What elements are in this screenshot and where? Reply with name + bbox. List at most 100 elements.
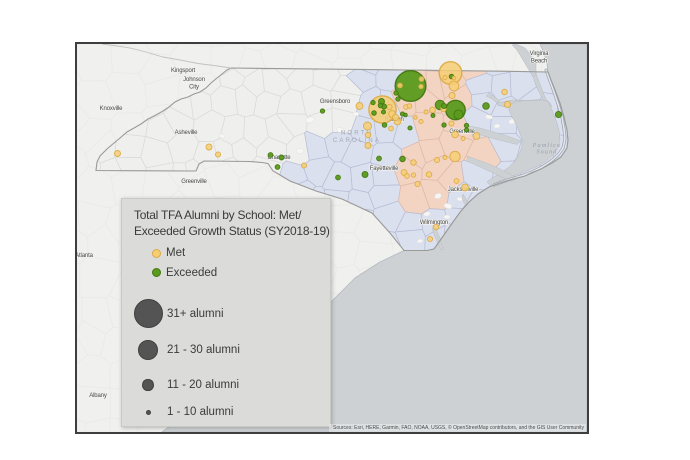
- school-circle-met: [404, 173, 410, 179]
- school-circle-exceeded: [274, 164, 281, 170]
- map-label: Beach: [531, 59, 547, 65]
- map-label: Sound: [537, 150, 558, 156]
- legend-size-11-20: 11 - 20 alumni: [122, 369, 330, 401]
- school-circle-met: [503, 100, 512, 109]
- school-circle-met: [410, 172, 417, 178]
- school-circle-exceeded: [381, 122, 388, 128]
- met-swatch-icon: [151, 248, 161, 258]
- legend-size-21-30: 21 - 30 alumni: [122, 334, 330, 366]
- school-circle-met: [448, 120, 455, 127]
- school-circle-met: [364, 131, 372, 139]
- school-circle-met: [425, 171, 433, 178]
- school-circle-met: [426, 235, 434, 243]
- school-circle-met: [355, 102, 364, 110]
- school-circle-exceeded: [441, 122, 447, 128]
- school-circle-exceeded: [335, 174, 341, 181]
- legend-size-1-10-label: 1 - 10 alumni: [167, 406, 234, 418]
- school-circles: [114, 61, 563, 243]
- school-circle-exceeded: [267, 152, 274, 158]
- legend-size-31plus-label: 31+ alumni: [167, 307, 224, 320]
- school-circle-met: [451, 130, 459, 139]
- school-circle-exceeded: [377, 102, 384, 109]
- school-circle-met: [414, 180, 421, 188]
- map-label: Greenville: [181, 179, 207, 185]
- legend-size-21-30-label: 21 - 30 alumni: [167, 344, 240, 356]
- school-circle-met: [460, 136, 466, 141]
- map-label: Asheville: [175, 130, 198, 136]
- school-circle-met: [406, 103, 413, 109]
- school-circle-met: [451, 75, 457, 81]
- school-circle-exceeded: [482, 102, 490, 110]
- school-circle-exceeded: [278, 154, 285, 161]
- map-label: Johnson: [183, 77, 205, 83]
- school-circle-met: [413, 115, 418, 120]
- school-circle-met: [448, 80, 460, 92]
- school-circle-exceeded: [371, 110, 377, 116]
- school-circle-exceeded: [403, 112, 408, 118]
- school-circle-exceeded: [395, 96, 401, 102]
- school-circle-met: [114, 150, 121, 157]
- school-circle-exceeded: [370, 99, 376, 106]
- school-circle-met: [388, 125, 394, 132]
- map-label: NORTH: [341, 131, 373, 137]
- school-circle-exceeded: [393, 90, 399, 96]
- school-circle-met: [300, 162, 308, 169]
- school-circle-met: [364, 142, 372, 149]
- school-circle-exceeded: [407, 125, 413, 131]
- map-label: CAROLINA: [333, 138, 381, 144]
- school-circle-exceeded: [399, 155, 406, 163]
- school-circle-met: [363, 121, 372, 131]
- school-circle-exceeded: [361, 171, 369, 178]
- size-1-10-circle-icon: [145, 409, 151, 415]
- map-label: Knoxville: [100, 106, 123, 112]
- legend-size-11-20-label: 11 - 20 alumni: [167, 379, 240, 392]
- map-label: Wilmington: [420, 220, 448, 226]
- map-label: Albany: [89, 393, 107, 399]
- legend-size-31plus: 31+ alumni: [122, 298, 330, 330]
- school-circle-met: [429, 106, 436, 114]
- school-circle-met: [397, 82, 403, 89]
- school-circle-met: [418, 76, 425, 82]
- legend-item-exceeded-label: Exceeded: [166, 266, 218, 279]
- map-label: Virginia: [530, 51, 550, 57]
- exceeded-swatch-icon: [151, 268, 161, 277]
- map-label: Greenville: [449, 129, 475, 135]
- school-circle-met: [391, 113, 400, 122]
- legend-item-exceeded: Exceeded: [122, 265, 330, 281]
- school-circle-met: [453, 178, 460, 184]
- map-legend: Total TFA Alumni by School: Met/​Exceede…: [121, 198, 331, 427]
- school-circle-met: [461, 183, 469, 192]
- school-circle-exceeded: [376, 155, 382, 162]
- school-circle-exceeded: [440, 102, 448, 110]
- school-circle-met: [423, 109, 429, 115]
- size-31plus-circle-icon: [133, 299, 163, 329]
- school-circle-met: [442, 155, 448, 160]
- school-circle-met: [410, 159, 417, 166]
- school-circle-exceeded: [463, 122, 470, 129]
- school-circle-exceeded: [319, 108, 326, 114]
- school-circle-exceeded: [430, 113, 436, 118]
- size-21-30-circle-icon: [138, 340, 158, 360]
- map-label: City: [189, 85, 199, 91]
- legend-item-met-label: Met: [166, 247, 186, 259]
- school-circle-met: [214, 151, 222, 158]
- nc-state-border: [95, 67, 569, 252]
- map-label: Kingsport: [171, 68, 195, 74]
- legend-size-1-10: 1 - 10 alumni: [122, 396, 330, 428]
- school-circle-met: [432, 223, 440, 231]
- map-label: Fayetteville: [370, 166, 399, 172]
- school-circle-met: [442, 74, 448, 81]
- school-circle-met: [448, 91, 456, 100]
- size-11-20-circle-icon: [142, 379, 154, 391]
- school-circle-met: [386, 103, 393, 111]
- school-circle-met: [205, 143, 213, 151]
- map-label: Greensboro: [320, 99, 351, 105]
- school-circle-exceeded: [463, 127, 470, 133]
- school-circle-exceeded: [394, 69, 427, 102]
- legend-title: Total TFA Alumni by School: Met/​Exceede…: [134, 208, 330, 238]
- city-labels-over: Kingsport Johnson City Knoxville Asheville Gr…: [77, 50, 550, 400]
- map-attribution: Sources: Esri, HERE, Garmin, FAO, NOAA, …: [329, 424, 586, 432]
- school-circle-met: [501, 88, 508, 96]
- school-circle-met: [438, 61, 463, 86]
